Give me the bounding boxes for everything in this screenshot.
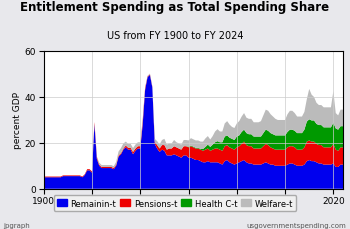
Text: Entitlement Spending as Total Spending Share: Entitlement Spending as Total Spending S… <box>20 1 330 14</box>
Text: US from FY 1900 to FY 2024: US from FY 1900 to FY 2024 <box>107 31 243 41</box>
Text: jpgraph: jpgraph <box>4 222 30 228</box>
Y-axis label: percent GDP: percent GDP <box>13 92 22 149</box>
Legend: Remainin-t, Pensions-t, Health C-t, Welfare-t: Remainin-t, Pensions-t, Health C-t, Welf… <box>54 196 296 211</box>
Text: usgovernmentspending.com: usgovernmentspending.com <box>247 222 346 228</box>
